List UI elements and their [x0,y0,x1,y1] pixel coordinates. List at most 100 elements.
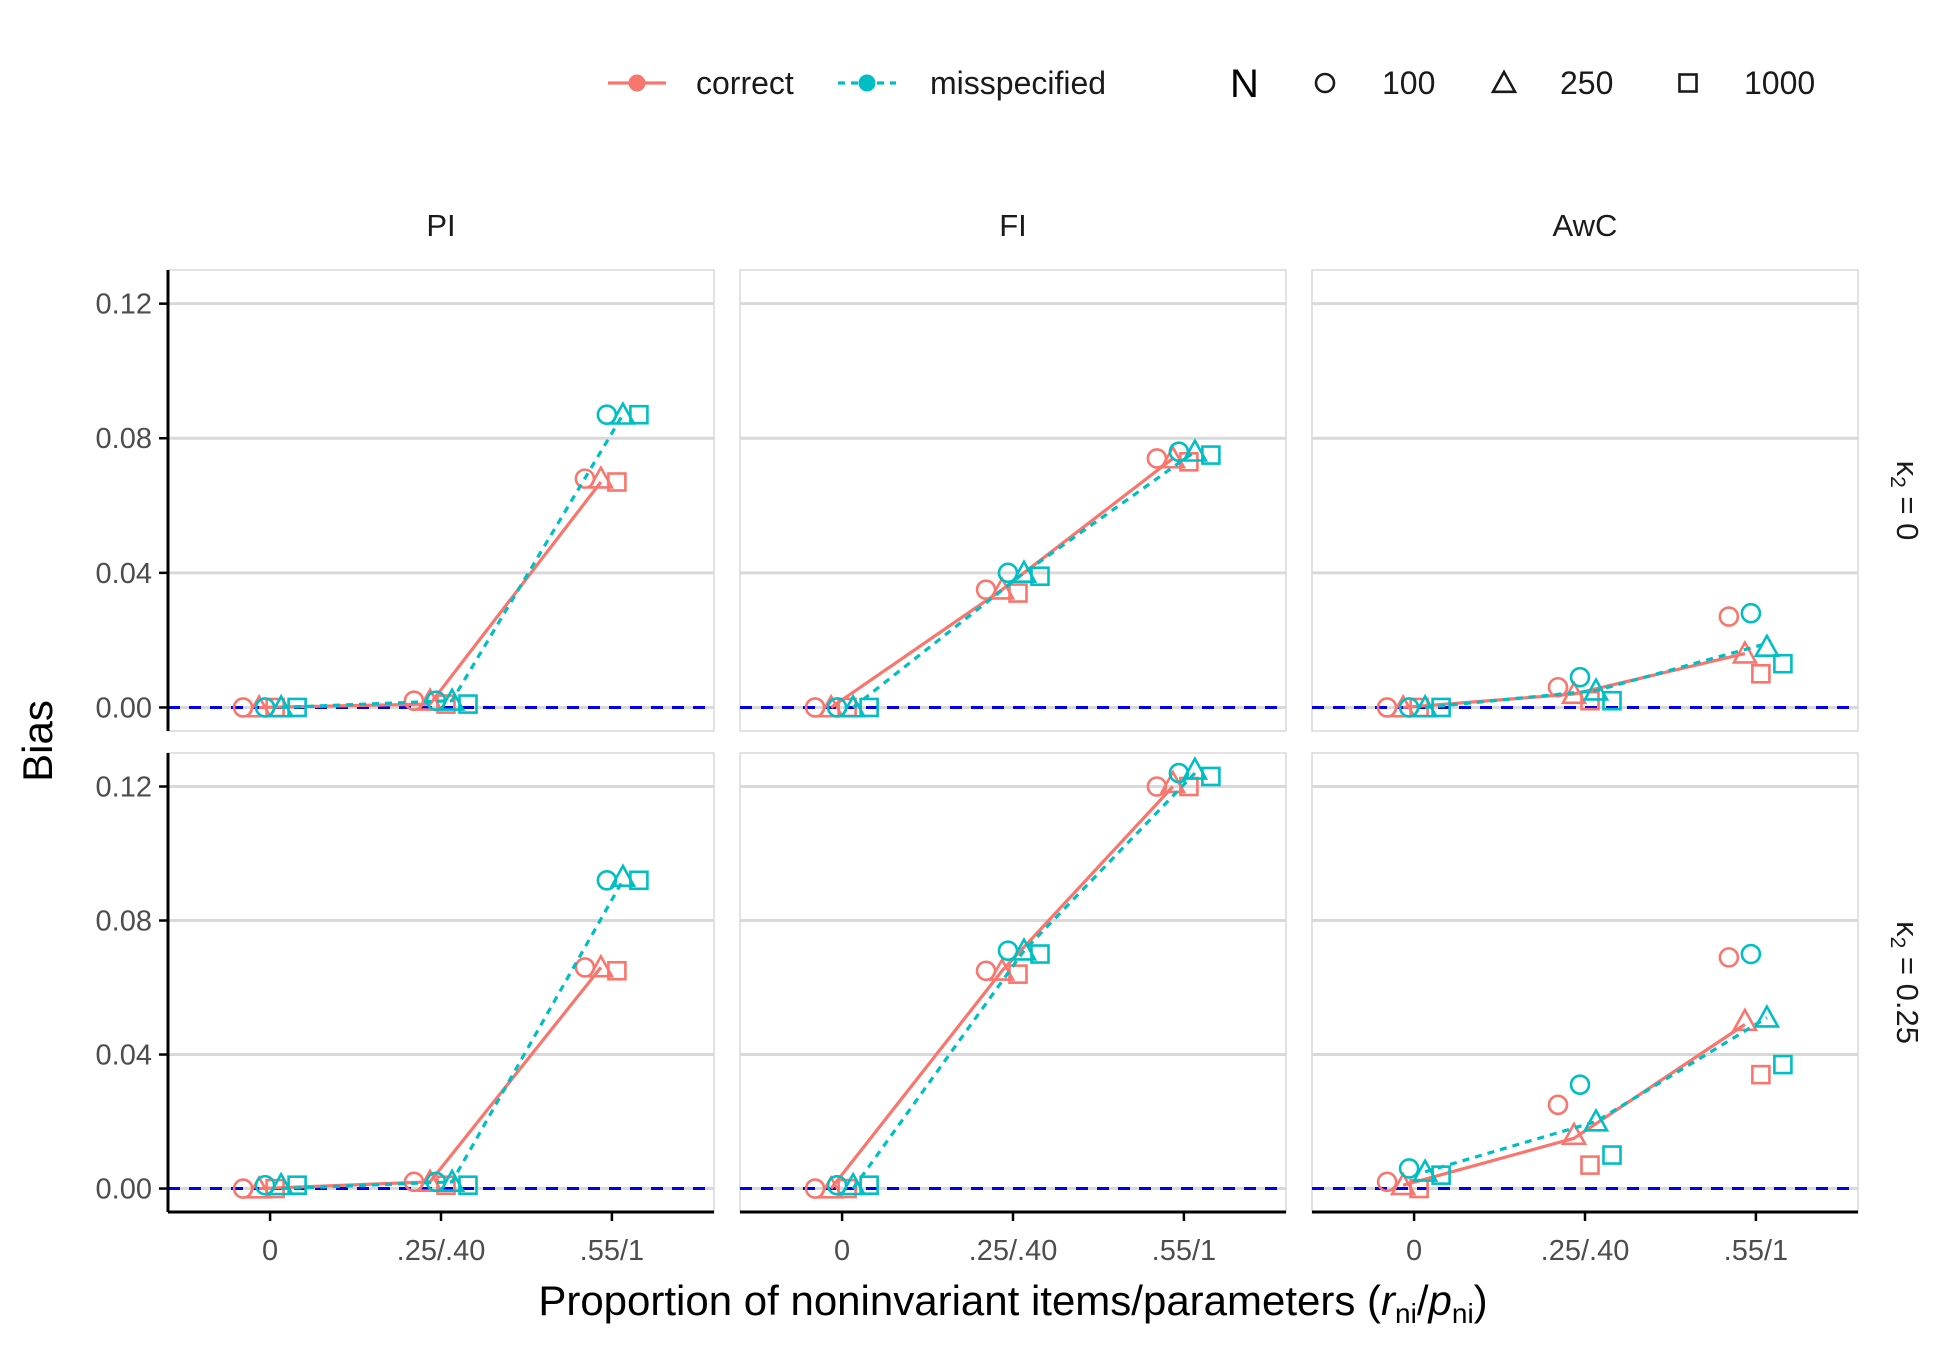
data-point-misspecified-n250 [438,687,466,711]
y-tick-label: 0.12 [96,289,152,321]
facet-row-label: κ2 = 0.25 [1886,921,1925,1044]
legend-title-n: N [1230,62,1259,106]
data-point-misspecified-n100 [1398,1158,1420,1179]
data-point-correct-n250 [245,693,273,718]
panel-background [167,752,715,1213]
data-point-correct-n250 [1389,1171,1417,1196]
panel-background [739,269,1287,732]
legend-key-point-correct [628,74,646,92]
data-point-correct-n1000 [1008,964,1028,984]
data-point-misspecified-n250 [609,401,637,425]
data-point-correct-n1000 [837,1178,857,1199]
data-point-correct-n250 [1560,1121,1588,1146]
data-point-misspecified-n250 [1010,936,1038,961]
data-point-misspecified-n250 [438,1168,466,1192]
y-tick-label: 0.04 [96,558,152,590]
data-point-correct-n1000 [607,472,627,492]
legend-label-n100: 100 [1382,65,1435,101]
x-tick-label: .55/1 [1152,1235,1217,1267]
data-point-misspecified-n250 [609,863,637,888]
data-point-correct-n250 [245,1174,273,1199]
data-point-correct-n250 [988,957,1016,981]
series-line-misspecified [281,879,625,1191]
data-point-misspecified-n1000 [1602,690,1622,711]
y-tick-label: 0.12 [96,772,152,804]
data-point-misspecified-n250 [1181,756,1209,780]
data-point-misspecified-n100 [1569,666,1591,688]
data-point-misspecified-n250 [1181,438,1209,462]
data-point-misspecified-n1000 [859,1175,879,1195]
data-point-misspecified-n100 [1740,943,1762,965]
data-point-misspecified-n250 [1411,1158,1439,1182]
x-tick-label: 0 [1406,1235,1422,1267]
y-tick-label: 0.08 [96,423,152,455]
data-point-misspecified-n250 [1582,1107,1610,1132]
facet-column-label: AwC [1553,208,1618,243]
data-point-correct-n250 [587,464,615,489]
data-point-misspecified-n1000 [1030,944,1050,964]
y-tick-label: 0.00 [96,1174,152,1206]
data-point-misspecified-n250 [267,693,295,718]
data-point-correct-n100 [1547,1094,1569,1116]
series-line-misspecified [1424,641,1768,710]
facet-row-label: κ2 = 0 [1886,461,1925,541]
legend-label-n1000: 1000 [1744,65,1815,101]
x-axis-title: Proportion of noninvariant items/paramet… [538,1277,1487,1329]
data-point-correct-n1000 [436,1175,456,1195]
panel-background [167,269,715,732]
data-point-misspecified-n100 [1740,602,1762,624]
data-point-correct-n1000 [436,694,456,714]
legend-label-correct: correct [696,65,794,101]
data-point-correct-n1000 [1580,1155,1600,1175]
data-point-misspecified-n250 [267,1171,295,1196]
data-point-misspecified-n1000 [1030,566,1050,587]
data-point-misspecified-n1000 [458,694,478,714]
x-tick-label: .25/.40 [969,1235,1058,1267]
data-point-correct-n100 [1718,606,1740,627]
data-point-misspecified-n250 [839,693,867,718]
series-line-misspecified [851,771,1197,1190]
series-line-misspecified [852,450,1196,709]
legend-key-point-misspecified [858,74,876,92]
data-point-misspecified-n1000 [1602,1145,1622,1165]
y-tick-label: 0.04 [96,1040,152,1072]
data-point-misspecified-n250 [1753,1004,1781,1028]
data-point-misspecified-n1000 [629,870,649,891]
data-point-correct-n250 [1389,693,1417,718]
x-tick-label: .55/1 [580,1235,645,1267]
legend-label-n250: 250 [1560,65,1613,101]
data-point-misspecified-n250 [1582,676,1610,701]
y-axis-title: Bias [14,700,61,782]
data-point-misspecified-n1000 [1201,445,1221,465]
panel-background [1311,269,1859,732]
x-tick-label: .25/.40 [1541,1235,1630,1267]
data-point-misspecified-n1000 [458,1175,478,1195]
legend-key-n1000 [1678,73,1698,93]
data-point-misspecified-n1000 [1201,766,1221,787]
data-point-misspecified-n1000 [1431,697,1451,718]
data-point-correct-n250 [1159,444,1187,469]
data-point-correct-n100 [1718,947,1740,968]
data-point-misspecified-n250 [839,1171,867,1196]
data-point-correct-n250 [416,687,444,711]
data-point-correct-n250 [587,953,615,978]
data-point-correct-n250 [817,693,845,718]
series-line-misspecified [281,413,625,710]
panel-background [1311,752,1859,1213]
facet-row-label-text: κ2 = 0.25 [1886,921,1925,1044]
facet-column-label: PI [426,208,455,243]
data-point-correct-n250 [988,575,1016,600]
data-point-misspecified-n1000 [287,1175,307,1195]
legend-key-n100 [1314,72,1336,94]
data-point-correct-n1000 [607,960,627,981]
series-line-correct [830,457,1174,709]
facet-column-label: FI [999,208,1027,243]
y-axis-title-text: Bias [14,700,61,782]
x-tick-label: .55/1 [1724,1235,1789,1267]
data-point-misspecified-n1000 [859,697,879,718]
data-point-correct-n250 [817,1174,845,1199]
data-point-correct-n1000 [1751,1064,1771,1085]
data-point-misspecified-n1000 [1773,1054,1793,1075]
x-tick-label: 0 [262,1235,278,1267]
